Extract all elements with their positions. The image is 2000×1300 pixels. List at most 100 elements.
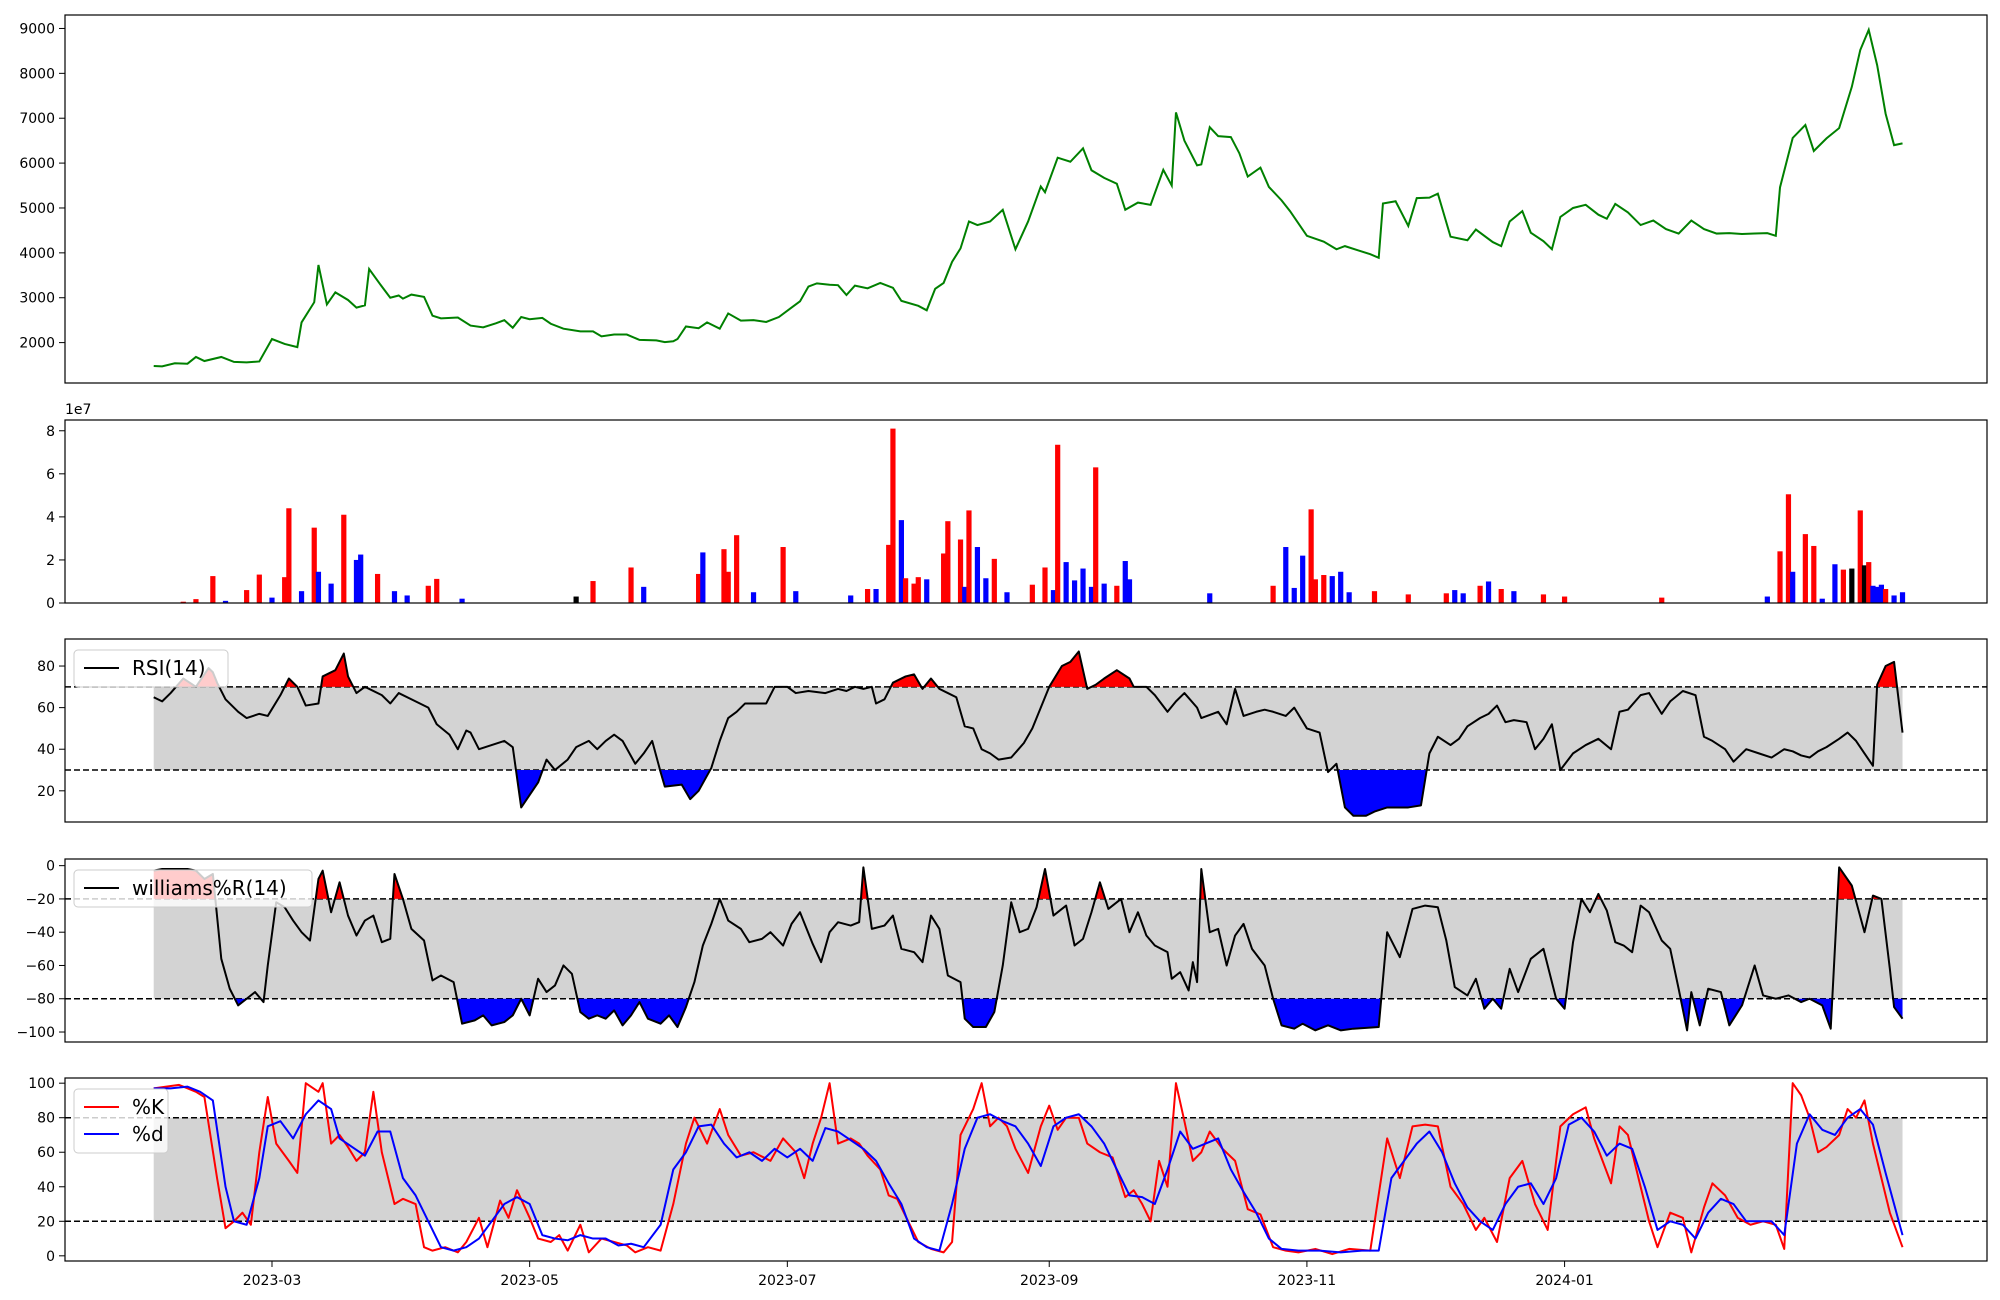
- volume-bar: [244, 590, 250, 603]
- volume-bar: [286, 508, 292, 603]
- rsi-line-0: [153, 650, 1904, 817]
- volume-bar: [1819, 598, 1825, 603]
- volume-bar: [873, 589, 879, 603]
- williams-line-0: [153, 866, 1904, 1032]
- volume-bar: [1312, 579, 1318, 603]
- rsi-oversold-fill: [660, 770, 711, 800]
- volume-bar: [1659, 597, 1665, 603]
- volume-bar: [780, 547, 786, 603]
- stochastic-frame: [64, 1077, 1988, 1262]
- rsi-ytick-label: 40: [37, 742, 55, 758]
- williams-overbought-fill: [334, 882, 344, 899]
- volume-bar: [628, 567, 634, 603]
- volume-bar: [1055, 444, 1061, 603]
- rsi-ytick-label: 60: [37, 701, 55, 717]
- volume-bar: [1477, 585, 1483, 603]
- price-panel: 2000 3000 4000 5000 6000 7000 8000 9000: [19, 14, 1988, 384]
- volume-bar: [1114, 585, 1120, 603]
- volume-bar: [590, 581, 596, 603]
- volume-ytick-label: 8: [46, 424, 55, 440]
- volume-bar: [1790, 571, 1796, 603]
- date-xtick-label: 2024-01: [1535, 1273, 1594, 1289]
- volume-bar: [725, 571, 731, 603]
- volume-bar: [903, 578, 909, 603]
- williams-oversold-fill: [1693, 998, 1706, 1026]
- volume-ytick-label: 4: [46, 510, 55, 526]
- volume-bar: [1300, 555, 1306, 603]
- volume-bar: [721, 549, 727, 603]
- williams-ytick-label: 0: [46, 859, 55, 875]
- volume-bar: [1857, 510, 1863, 603]
- volume-bar: [1122, 561, 1128, 603]
- volume-panel: 0 2 4 6 8 1e7: [46, 402, 1988, 612]
- volume-bar: [1207, 593, 1213, 603]
- volume-bar: [358, 554, 364, 603]
- date-xtick-label: 2023-11: [1278, 1273, 1337, 1289]
- stochastic-ytick-label: 20: [37, 1214, 55, 1230]
- volume-bar: [734, 535, 740, 603]
- volume-bar: [256, 574, 262, 603]
- volume-bar: [1270, 585, 1276, 603]
- volume-bar: [1883, 589, 1889, 603]
- volume-bar: [1329, 576, 1335, 603]
- date-xtick-label: 2023-05: [500, 1273, 559, 1289]
- volume-bar: [1802, 534, 1808, 603]
- price-ytick-label: 2000: [19, 336, 55, 352]
- volume-bar: [886, 544, 892, 603]
- stochastic-ytick-label: 80: [37, 1111, 55, 1127]
- volume-bar: [864, 589, 871, 603]
- volume-bar: [793, 591, 799, 603]
- volume-bar: [353, 559, 360, 603]
- volume-bar: [1866, 562, 1872, 603]
- volume-bar: [328, 583, 334, 603]
- volume-bar: [1050, 590, 1057, 603]
- rsi-ytick-label: 80: [37, 659, 55, 675]
- volume-bar: [941, 553, 947, 603]
- volume-bar: [341, 514, 347, 603]
- volume-bar: [1071, 580, 1078, 603]
- rsi-oversold-fill: [1337, 770, 1427, 816]
- williams-ytick-label: −40: [25, 925, 55, 941]
- volume-bar: [962, 586, 968, 603]
- volume-bar: [1321, 575, 1327, 603]
- volume-bar: [1101, 583, 1107, 603]
- volume-bar: [1785, 494, 1792, 603]
- volume-bar: [282, 577, 288, 603]
- legend-label: RSI(14): [132, 656, 206, 680]
- volume-bar: [1840, 569, 1846, 603]
- price-ytick-label: 6000: [19, 156, 55, 172]
- volume-bar: [890, 428, 896, 603]
- volume-bar: [374, 573, 381, 603]
- volume-bar: [1291, 587, 1297, 603]
- volume-bar: [269, 597, 275, 603]
- rsi-overbought-fill: [890, 674, 922, 687]
- volume-bar: [1063, 562, 1069, 603]
- volume-bar: [315, 571, 322, 603]
- volume-bar: [1308, 509, 1314, 603]
- volume-bar: [696, 573, 702, 603]
- volume-bar: [459, 598, 465, 603]
- date-xtick-label: 2023-07: [758, 1273, 817, 1289]
- williams-ytick-label: −60: [25, 958, 55, 974]
- volume-bar: [966, 510, 972, 603]
- volume-bar: [1443, 593, 1449, 603]
- volume-frame: [64, 419, 1988, 604]
- volume-bar: [1080, 568, 1086, 603]
- volume-bar: [311, 527, 317, 603]
- stochastic-ytick-label: 60: [37, 1145, 55, 1161]
- price-ytick-label: 4000: [19, 246, 55, 262]
- williams-oversold-fill: [962, 998, 997, 1028]
- volume-bar: [434, 578, 440, 603]
- volume-bar: [1088, 586, 1095, 603]
- williams-ytick-label: −20: [25, 892, 55, 908]
- volume-bar: [974, 547, 981, 603]
- volume-bar: [193, 599, 199, 603]
- price-ytick-label: 9000: [19, 21, 55, 37]
- volume-bar: [210, 576, 216, 603]
- volume-bar: [983, 578, 989, 603]
- volume-bar: [1540, 594, 1547, 603]
- williams-ytick-label: −80: [25, 992, 55, 1008]
- volume-bar: [991, 558, 997, 603]
- volume-bar: [391, 591, 398, 603]
